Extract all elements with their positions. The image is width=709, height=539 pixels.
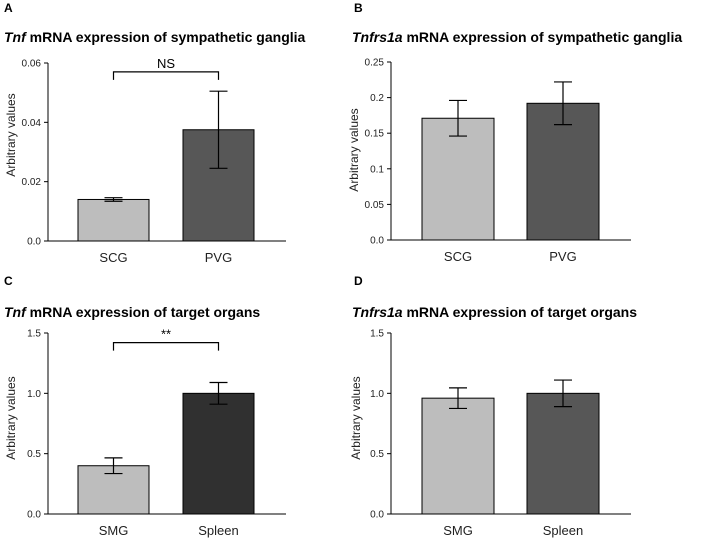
panel-c-ytick-label: 0.5: [27, 449, 41, 460]
panel-c-ytick-label: 1.5: [27, 329, 41, 340]
panel-d-bar-spleen: [526, 392, 600, 515]
panel-a-category-label: SCG: [99, 250, 127, 265]
panel-c-title-rest: mRNA expression of target organs: [26, 304, 261, 320]
panel-c-ytick-label: 1.0: [27, 389, 41, 400]
panel-b-title-gene: Tnfrs1a: [352, 29, 403, 45]
panel-a-title-gene: Tnf: [4, 29, 27, 45]
panel-a: A Tnf mRNA expression of sympathetic gan…: [4, 1, 306, 265]
panel-b-title-rest: mRNA expression of sympathetic ganglia: [403, 29, 683, 45]
panel-b-letter: B: [354, 1, 363, 15]
panel-c: C Tnf mRNA expression of target organs A…: [4, 274, 286, 538]
panel-b-title: Tnfrs1a mRNA expression of sympathetic g…: [352, 29, 682, 45]
panel-a-ytick-label: 0.06: [22, 59, 42, 70]
panel-d-ytick-label: 1.5: [370, 329, 384, 340]
panel-a-ytick-label: 0.0: [27, 237, 41, 248]
panel-d-title-rest: mRNA expression of target organs: [403, 304, 638, 320]
panel-a-ylabel: Arbitrary values: [4, 93, 18, 176]
panel-a-bar-scg: [77, 198, 150, 242]
panel-c-title-gene: Tnf: [4, 304, 27, 320]
panel-a-plot: 0.0 0.02 0.04 0.06 SCG PVG NS: [22, 56, 286, 265]
panel-b-ylabel: Arbitrary values: [347, 108, 361, 191]
panel-d-ylabel: Arbitrary values: [349, 376, 363, 459]
panel-b-ytick-label: 0.2: [370, 93, 384, 104]
panel-c-title: Tnf mRNA expression of target organs: [4, 304, 260, 320]
panel-b-bar-scg: [421, 117, 495, 241]
panel-c-letter: C: [4, 274, 13, 288]
panel-d-bar-smg: [421, 397, 495, 515]
panel-c-ytick-label: 0.0: [27, 510, 41, 521]
panel-b-ytick-label: 0.05: [365, 200, 385, 211]
panel-d-title: Tnfrs1a mRNA expression of target organs: [352, 304, 637, 320]
panel-c-category-label: Spleen: [198, 523, 238, 538]
panel-d-ytick-label: 1.0: [370, 389, 384, 400]
panel-c-ylabel: Arbitrary values: [4, 376, 18, 459]
panel-a-significance-label: NS: [157, 56, 175, 71]
panel-d: D Tnfrs1a mRNA expression of target orga…: [349, 274, 637, 538]
panel-d-category-label: Spleen: [543, 523, 583, 538]
panel-a-category-label: PVG: [205, 250, 232, 265]
panel-d-ytick-label: 0.5: [370, 449, 384, 460]
panel-c-bar-spleen: [182, 392, 255, 515]
panel-c-significance-label: **: [161, 327, 171, 342]
panel-b-category-label: PVG: [549, 249, 576, 264]
panel-b-bar-pvg: [526, 102, 600, 241]
panel-d-plot: 0.0 0.5 1.0 1.5 SMG Spleen: [370, 329, 631, 538]
panel-d-title-gene: Tnfrs1a: [352, 304, 403, 320]
panel-c-category-label: SMG: [99, 523, 129, 538]
panel-d-category-label: SMG: [443, 523, 473, 538]
panel-b: B Tnfrs1a mRNA expression of sympathetic…: [347, 1, 682, 264]
panel-b-ytick-label: 0.15: [365, 129, 385, 140]
panel-c-plot: 0.0 0.5 1.0 1.5 SMG Spleen **: [27, 327, 286, 538]
panel-b-plot: 0.0 0.05 0.1 0.15 0.2 0.25 SCG PVG: [365, 58, 631, 264]
panel-c-significance-bracket: [112, 342, 220, 351]
panel-a-ytick-label: 0.04: [22, 118, 42, 129]
panel-a-title: Tnf mRNA expression of sympathetic gangl…: [4, 29, 306, 45]
panel-b-ytick-label: 0.25: [365, 58, 385, 69]
panel-a-ytick-label: 0.02: [22, 177, 42, 188]
panel-b-ytick-label: 0.1: [370, 164, 384, 175]
panel-a-significance-bracket: [112, 71, 220, 80]
panel-b-category-label: SCG: [444, 249, 472, 264]
panel-a-letter: A: [4, 1, 13, 15]
panel-a-title-rest: mRNA expression of sympathetic ganglia: [26, 29, 306, 45]
panel-b-ytick-label: 0.0: [370, 236, 384, 247]
panel-d-ytick-label: 0.0: [370, 510, 384, 521]
panel-d-letter: D: [354, 274, 363, 288]
